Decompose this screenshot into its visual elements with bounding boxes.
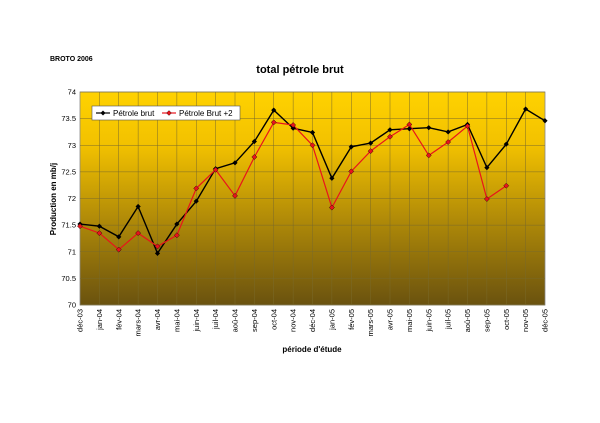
series-1-point <box>193 185 200 192</box>
x-tick-label: oct-05 <box>502 309 511 330</box>
y-axis-label: Production en mb/j <box>49 163 58 235</box>
series-1-point <box>367 148 374 154</box>
series-1-point <box>77 223 83 230</box>
x-tick-label: jan-05 <box>327 309 336 331</box>
series-0-point <box>406 126 412 132</box>
series-1-point <box>328 204 335 211</box>
source-note: BROTO 2006 <box>50 56 93 63</box>
y-tick-labels: 70 70.5 71 71.5 72 72.5 73 73.5 74 <box>61 88 76 310</box>
series-0-point <box>193 198 199 204</box>
chart-title: total pétrole brut <box>256 64 344 76</box>
y-tick-label: 73.5 <box>61 114 76 123</box>
series-1-point <box>483 196 490 202</box>
x-tick-label: mai-04 <box>172 309 181 332</box>
series-1-point <box>290 122 297 128</box>
series-0-point <box>135 203 141 210</box>
x-tick-label: juil-04 <box>211 309 220 330</box>
series-0-point <box>271 107 277 113</box>
series-1-point <box>251 154 258 160</box>
series-1-point <box>154 243 161 250</box>
series-1-point <box>348 168 355 175</box>
x-tick-label: juin-05 <box>424 309 433 333</box>
series-0-point <box>523 106 529 112</box>
series-0-point <box>484 165 490 171</box>
series-0-point <box>329 175 335 181</box>
x-tick-label: sep-04 <box>250 309 259 332</box>
series-1-point <box>309 142 316 149</box>
x-tick-label: fév-05 <box>347 309 356 330</box>
legend: Pétrole brut Pétrole Brut +2 <box>91 105 241 121</box>
series-0-point <box>426 125 432 131</box>
series-0-point <box>290 125 296 131</box>
x-tick-label: aoû-04 <box>231 309 240 332</box>
y-tick-label: 71 <box>68 247 76 256</box>
series-1-point <box>445 139 452 145</box>
x-tick-label: nov-04 <box>289 309 298 332</box>
series-0-point <box>251 138 257 145</box>
y-tick-label: 72 <box>68 194 76 203</box>
y-tick-label: 74 <box>68 88 76 97</box>
x-tick-label: mars-04 <box>134 309 143 337</box>
series-1-point <box>232 192 238 199</box>
x-tick-label: nov-05 <box>521 309 530 332</box>
series-1-point <box>135 230 142 236</box>
x-tick-label: déc-03 <box>76 309 85 332</box>
y-tick-label: 72.5 <box>61 167 76 176</box>
series-1-point <box>212 166 219 173</box>
series-0-point <box>154 250 161 256</box>
series-0-point <box>96 223 102 229</box>
series-0-point <box>174 221 180 227</box>
series-1-point <box>96 230 103 236</box>
legend-marker-pétrole-brut <box>100 110 106 116</box>
legend-label-pétrole-brut-2: Pétrole Brut +2 <box>179 109 233 118</box>
series-1-point <box>115 246 122 253</box>
y-tick-label: 70.5 <box>61 274 76 283</box>
series-0-point <box>387 127 393 133</box>
x-tick-label: déc-05 <box>541 309 550 332</box>
series-1-point <box>173 232 180 239</box>
series-1-point <box>503 182 510 189</box>
x-axis-label: période d'étude <box>282 345 342 354</box>
series-points <box>77 106 548 256</box>
y-tick-label: 70 <box>68 301 76 310</box>
legend-marker-pétrole-brut-2 <box>166 110 172 116</box>
series-0-point <box>232 160 238 166</box>
x-tick-label: déc-04 <box>308 309 317 332</box>
series-0-point <box>445 129 451 135</box>
series-0-point <box>348 144 354 150</box>
legend-label-pétrole-brut: Pétrole brut <box>113 109 155 118</box>
series-0-point <box>116 234 122 240</box>
series-1-point <box>425 152 432 159</box>
series-1-point <box>387 133 393 140</box>
series-1-point <box>270 119 277 126</box>
series-0-point <box>503 141 509 147</box>
x-tick-label: avr-04 <box>153 309 162 330</box>
series-1-point <box>464 123 471 129</box>
series-1-point <box>406 121 413 128</box>
x-tick-label: jan-04 <box>95 309 104 331</box>
x-tick-label: oct-04 <box>269 309 278 330</box>
x-tick-label: fév-04 <box>114 309 123 330</box>
x-tick-labels: déc-03 jan-04 fév-04 mars-04 avr-04 mai-04 jui… <box>76 309 550 337</box>
y-tick-label: 73 <box>68 141 76 150</box>
x-tick-label: avr-05 <box>386 309 395 330</box>
series-0-point <box>542 118 548 124</box>
y-tick-label: 71.5 <box>61 221 76 230</box>
x-tick-label: aoû-05 <box>463 309 472 332</box>
x-tick-label: mai-05 <box>405 309 414 332</box>
series-0-point <box>309 129 316 136</box>
x-tick-label: juil-05 <box>444 309 453 330</box>
x-tick-label: juin-04 <box>192 309 201 333</box>
series-0-point <box>368 140 374 146</box>
x-tick-label: sep-05 <box>482 309 491 332</box>
x-tick-label: mars-05 <box>366 309 375 337</box>
